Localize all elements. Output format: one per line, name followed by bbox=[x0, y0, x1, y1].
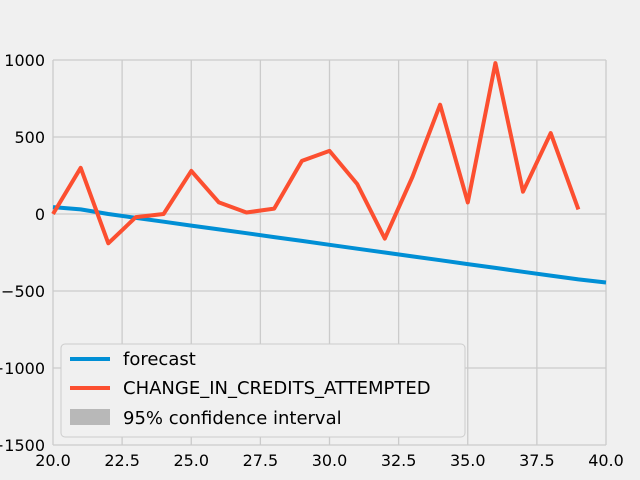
y-tick-label: −1500 bbox=[0, 436, 45, 455]
y-tick-label: −500 bbox=[1, 282, 45, 301]
credits-attempted-line bbox=[51, 61, 581, 246]
forecast-line bbox=[52, 205, 607, 285]
x-axis-ticks: 20.0 22.5 25.0 27.5 30.0 32.5 35.0 37.5 40.0 bbox=[35, 451, 624, 470]
y-axis-ticks: 1000 500 0 −500 −1000 −1500 bbox=[0, 51, 45, 455]
x-tick-label: 37.5 bbox=[519, 451, 555, 470]
x-tick-label: 32.5 bbox=[381, 451, 417, 470]
x-tick-label: 25.0 bbox=[173, 451, 209, 470]
y-tick-label: 0 bbox=[35, 205, 45, 224]
y-tick-label: −1000 bbox=[0, 359, 45, 378]
x-tick-label: 27.5 bbox=[243, 451, 279, 470]
legend-box bbox=[60, 343, 466, 438]
legend-label-confidence: 95% confidence interval bbox=[123, 408, 342, 429]
x-tick-label: 30.0 bbox=[312, 451, 348, 470]
y-tick-label: 500 bbox=[14, 128, 45, 147]
x-tick-label: 20.0 bbox=[35, 451, 71, 470]
legend: forecast CHANGE_IN_CREDITS_ATTEMPTED 95%… bbox=[60, 343, 466, 438]
x-tick-label: 40.0 bbox=[588, 451, 624, 470]
x-tick-label: 22.5 bbox=[104, 451, 140, 470]
x-tick-label: 35.0 bbox=[450, 451, 486, 470]
legend-swatch-confidence bbox=[70, 409, 110, 425]
series-layer bbox=[51, 61, 607, 285]
legend-label-forecast: forecast bbox=[123, 349, 196, 370]
legend-label-credits: CHANGE_IN_CREDITS_ATTEMPTED bbox=[123, 378, 431, 399]
y-tick-label: 1000 bbox=[4, 51, 45, 70]
